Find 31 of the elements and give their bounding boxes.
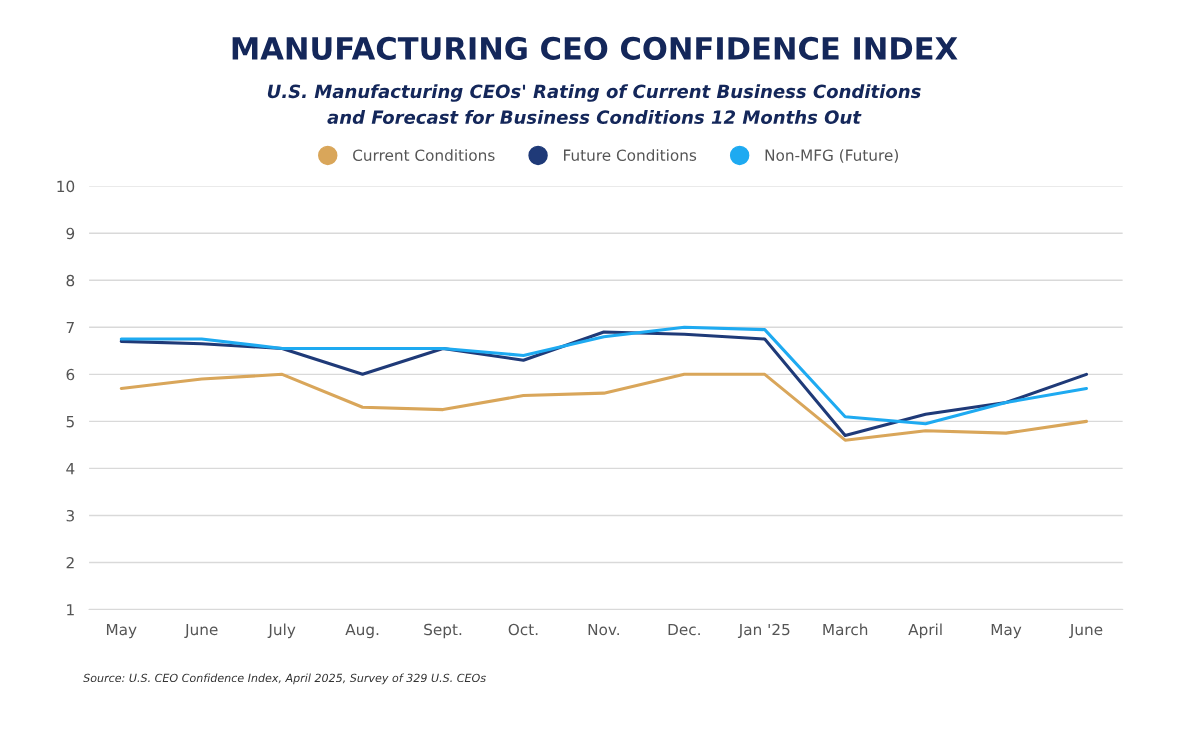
x-tick-label: Nov. xyxy=(588,623,619,636)
y-tick-label: 6 xyxy=(66,368,75,381)
y-tick-label: 5 xyxy=(66,416,74,428)
x-tick-label: Jan '25 xyxy=(737,623,790,639)
x-tick-label: June xyxy=(184,623,218,639)
x-tick-label: March xyxy=(823,623,868,636)
y-tick-label: 10 xyxy=(57,180,75,193)
y-tick-label: 2 xyxy=(66,556,74,569)
chart-title: MANUFACTURING CEO CONFIDENCE INDEX xyxy=(232,36,958,60)
legend-label: Future Conditions xyxy=(564,149,697,161)
y-tick-label: 7 xyxy=(66,321,74,334)
source-note: Source: U.S. CEO Confidence Index, April 2025, Survey of 329 U.S. CEOs xyxy=(83,673,486,685)
y-tick-label: 8 xyxy=(66,274,75,287)
x-tick-label: May xyxy=(106,623,137,639)
x-tick-label: Dec. xyxy=(668,623,700,636)
y-tick-label: 4 xyxy=(66,463,75,475)
x-tick-label: Oct. xyxy=(508,623,538,636)
legend-label: Current Conditions xyxy=(353,149,495,161)
chart-subtitle: U.S. Manufacturing CEOs' Rating of Current Business Conditions and Forecast for Business Conditions 12 Months Out xyxy=(267,84,921,125)
x-tick-label: April xyxy=(908,623,942,639)
y-tick-label: 3 xyxy=(66,509,74,522)
x-tick-label: Sept. xyxy=(424,623,462,639)
y-tick-label: 1 xyxy=(67,604,74,616)
x-tick-label: July xyxy=(267,623,296,639)
x-tick-label: June xyxy=(1069,623,1103,639)
x-tick-label: Aug. xyxy=(345,623,379,639)
line-series xyxy=(119,325,1088,426)
y-tick-label: 9 xyxy=(66,227,75,240)
legend-label: Non-MFG (Future) xyxy=(765,149,898,163)
line-series xyxy=(119,372,1088,442)
x-tick-label: May xyxy=(991,623,1022,639)
